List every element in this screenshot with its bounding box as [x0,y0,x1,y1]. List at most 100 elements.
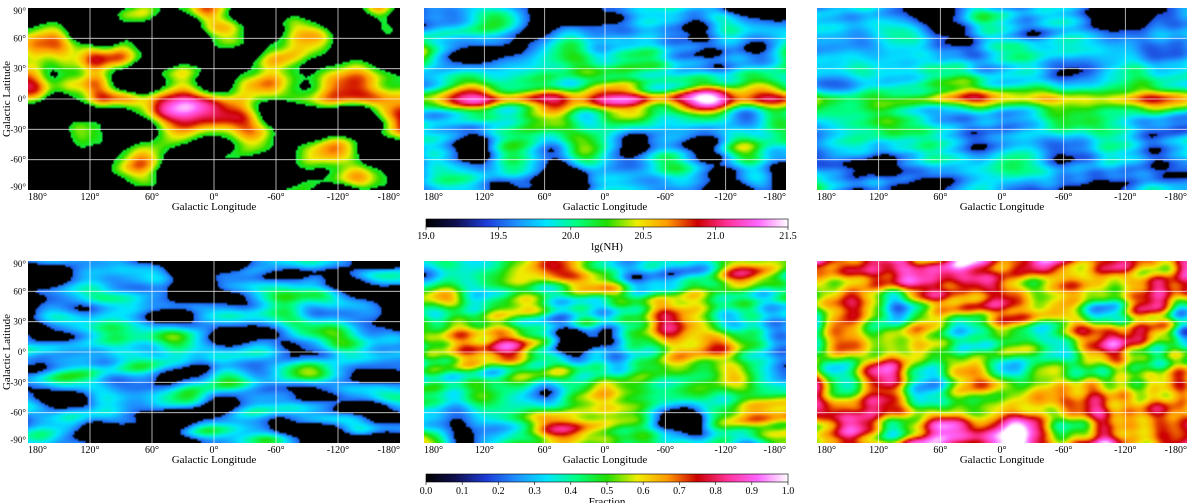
x-tick-label: 0° [998,445,1007,456]
x-tick-label: 180° [424,445,443,456]
x-tick-label: 180° [817,445,836,456]
x-tick-label: 0° [998,192,1007,203]
colorbar-tick-label: 0.2 [492,486,505,497]
panel-row2-col2: 180° 120° 60° 0° -60° -120° -180° Galactic Long… [424,261,786,466]
y-tick-label: 90° [13,259,26,269]
x-tick-label: 180° [28,445,47,456]
x-tick-label: 180° [424,192,443,203]
x-tick-label: 0° [210,192,219,203]
x-tick-label: -180° [1165,192,1187,203]
x-tick-label: 60° [538,445,552,456]
panel-row2-col1: 180° 120° 60° 0° -60° -120° -180° Galactic Long… [1,259,400,466]
colorbar-tick-label: 0.5 [601,486,614,497]
y-tick-label: 60° [13,286,26,296]
x-tick-label: 120° [869,445,888,456]
map-grid [817,261,1187,443]
colorbar-tick-label: 0.7 [673,486,686,497]
y-tick-label: -30° [10,377,26,387]
colorbar-tick-label: 0.1 [456,486,469,497]
map-grid [424,8,786,190]
map-grid [817,8,1187,190]
map-grid [424,261,786,443]
x-tick-label: -60° [1055,445,1072,456]
x-tick-label: -180° [378,445,400,456]
x-tick-label: 60° [933,445,947,456]
x-tick-label: -120° [327,192,349,203]
x-tick-label: 60° [145,445,159,456]
colorbar-tick-label: 0.6 [637,486,650,497]
x-tick-label: -60° [267,192,284,203]
x-tick-label: 60° [145,192,159,203]
x-tick-label: 120° [475,192,494,203]
y-tick-label: 30° [13,64,26,74]
y-tick-label: -60° [10,408,26,418]
colorbar-gradient [425,218,789,228]
y-axis-strip [0,2,28,198]
x-tick-label: 180° [817,192,836,203]
x-tick-label: 120° [81,192,100,203]
y-tick-label: -90° [10,182,26,192]
colorbar-tick-label: 1.0 [782,486,795,497]
colorbar-tick-label: 0.3 [528,486,541,497]
x-tick-label: -120° [1114,192,1136,203]
colorbar-tick-label: 19.0 [417,231,435,242]
y-tick-label: -30° [10,124,26,134]
panel-row1-col1: 180° 120° 60° 0° -60° -120° -180° Galactic Long… [1,6,400,213]
map-grid [28,8,400,190]
x-tick-label: -120° [1114,445,1136,456]
colorbar-tick-label: 0.9 [746,486,759,497]
y-axis-strip [0,255,28,451]
y-tick-label: 30° [13,317,26,327]
y-tick-label: 0° [18,94,27,104]
colorbar-tick-label: 0.4 [565,486,578,497]
x-tick-label: 0° [601,192,610,203]
x-tick-label: -120° [714,445,736,456]
colorbar-tick-label: 21.5 [779,231,797,242]
y-axis-label: Galactic Latitude [1,61,13,137]
map-grid [28,261,400,443]
colorbar-tick-label: 19.5 [490,231,508,242]
x-tick-label: -180° [764,445,786,456]
x-tick-label: 120° [81,445,100,456]
x-tick-label: -60° [657,445,674,456]
colorbar-lgnh: 19.0 19.5 20.0 20.5 21.0 21.5 lg(NH) [417,218,797,253]
x-tick-label: 0° [210,445,219,456]
x-tick-label: 120° [869,192,888,203]
y-tick-label: 0° [18,347,27,357]
panel-row2-col3: 180° 120° 60° 0° -60° -120° -180° Galactic Long… [817,261,1187,466]
x-tick-label: 180° [28,192,47,203]
x-tick-label: 120° [475,445,494,456]
panel-row1-col2: 180° 120° 60° 0° -60° -120° -180° Galactic Long… [424,8,786,213]
colorbar-label: lg(NH) [591,241,623,253]
y-axis-label: Galactic Latitude [1,314,13,390]
x-tick-label: 60° [933,192,947,203]
x-tick-label: -180° [1165,445,1187,456]
x-tick-label: -180° [378,192,400,203]
colorbar-tick-label: 0.8 [709,486,722,497]
x-axis-label: Galactic Longitude [563,454,648,466]
x-axis-label: Galactic Longitude [563,201,648,213]
y-tick-label: 60° [13,33,26,43]
colorbar-tick-label: 20.0 [562,231,580,242]
x-tick-label: 60° [538,192,552,203]
colorbar-label: Fraction [589,496,626,503]
x-axis-label: Galactic Longitude [960,454,1045,466]
x-axis-label: Galactic Longitude [172,454,257,466]
y-tick-label: -90° [10,435,26,445]
x-tick-label: -120° [714,192,736,203]
x-axis-label: Galactic Longitude [960,201,1045,213]
y-tick-label: 90° [13,6,26,16]
y-tick-label: -60° [10,155,26,165]
x-tick-label: -180° [764,192,786,203]
panel-row1-col3: 180° 120° 60° 0° -60° -120° -180° Galactic Long… [817,8,1187,213]
colorbar-gradient [425,473,789,483]
colorbar-tick-label: 0.0 [420,486,433,497]
colorbar-fraction: 0.0 0.1 0.2 0.3 0.4 0.5 0.6 0.7 0.8 0.9 1.0 Fractio… [420,473,795,503]
x-tick-label: -60° [657,192,674,203]
x-tick-label: 0° [601,445,610,456]
x-axis-label: Galactic Longitude [172,201,257,213]
colorbar-tick-label: 20.5 [634,231,652,242]
x-tick-label: -60° [267,445,284,456]
x-tick-label: -120° [327,445,349,456]
